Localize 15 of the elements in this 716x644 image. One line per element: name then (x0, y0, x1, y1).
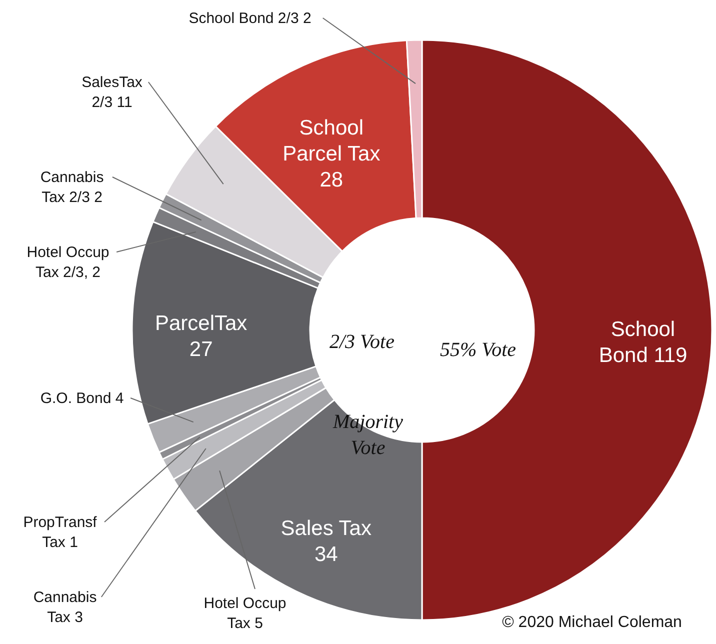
slice-label: Cannabis Tax 2/3 2 (40, 169, 104, 206)
text: 2/3 Vote (330, 331, 395, 353)
slice-label: G.O. Bond 4 (40, 390, 124, 407)
slice-label: PropTransf Tax 1 (23, 514, 98, 551)
slice-label: School Bond 119 (598, 318, 688, 367)
text: 55% Vote (440, 339, 516, 361)
slice-label: Hotel Occup Tax 5 (204, 595, 286, 632)
slice-label: Sales Tax 34 (280, 517, 372, 566)
text: © 2020 Michael Coleman (502, 614, 682, 631)
slice-label: Cannabis Tax 3 (33, 589, 97, 626)
slice-label: ParcelTax 27 (154, 312, 248, 362)
slice-label: Hotel Occup Tax 2/3, 2 (26, 244, 110, 281)
slice-label: School Parcel Tax 28 (282, 116, 381, 192)
slice-label: School Bond 2/3 2 (188, 10, 312, 27)
slice-label: SalesTax 2/3 11 (82, 74, 143, 111)
